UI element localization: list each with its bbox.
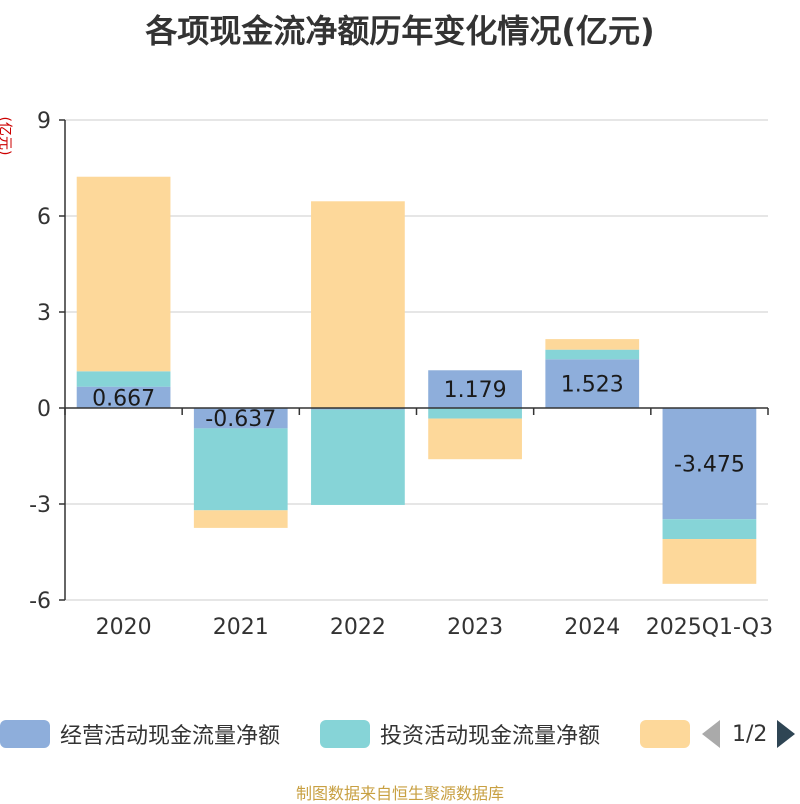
data-label-2025Q1-Q3: -3.475 xyxy=(674,453,745,478)
chart-title: 各项现金流净额历年变化情况(亿元) xyxy=(145,12,655,50)
y-tick-label-4: -3 xyxy=(29,493,51,518)
legend-pager: 1/2 xyxy=(702,720,796,748)
bar-financing-2022 xyxy=(311,201,405,408)
bar-investing-2024 xyxy=(545,349,640,360)
bar-investing-2021 xyxy=(193,428,288,511)
bar-operating-2021 xyxy=(193,408,288,429)
legend-prev-icon[interactable] xyxy=(702,720,720,748)
bar-investing-2025Q1-Q3 xyxy=(662,519,757,540)
y-tick-label-1: 6 xyxy=(37,205,51,230)
bar-investing-2022 xyxy=(311,409,405,505)
legend-item-financing[interactable] xyxy=(640,716,700,752)
x-tick-label-2024: 2024 xyxy=(564,615,620,640)
data-label-2024: 1.523 xyxy=(561,373,624,398)
legend-label-operating: 经营活动现金流量净额 xyxy=(60,724,281,749)
legend: 经营活动现金流量净额 投资活动现金流量净额 1/2 xyxy=(0,716,800,756)
bar-operating-2024 xyxy=(545,359,640,408)
legend-page-number: 1/2 xyxy=(732,721,768,747)
x-tick-label-2022: 2022 xyxy=(330,615,386,640)
data-label-2020: 0.667 xyxy=(92,386,155,411)
x-tick-label-2025Q1-Q3: 2025Q1-Q3 xyxy=(646,615,773,640)
bar-investing-2020 xyxy=(76,371,171,387)
data-label-2023: 1.179 xyxy=(444,378,507,403)
bar-financing-2025Q1-Q3 xyxy=(662,539,757,584)
legend-item-investing[interactable]: 投资活动现金流量净额 xyxy=(320,716,600,752)
y-tick-label-2: 3 xyxy=(37,301,51,326)
legend-label-investing: 投资活动现金流量净额 xyxy=(380,724,601,749)
x-tick-label-2021: 2021 xyxy=(213,615,269,640)
bar-investing-2023 xyxy=(428,408,522,419)
bar-operating-2023 xyxy=(428,370,522,408)
legend-swatch-investing xyxy=(320,720,370,748)
legend-item-operating[interactable]: 经营活动现金流量净额 xyxy=(0,716,280,752)
legend-swatch-financing xyxy=(640,720,690,748)
bar-operating-2025Q1-Q3 xyxy=(662,408,757,520)
x-tick-label-2023: 2023 xyxy=(447,615,503,640)
bar-operating-2022 xyxy=(311,408,405,410)
bar-financing-2021 xyxy=(193,510,288,528)
y-tick-label-0: 9 xyxy=(37,109,51,134)
bar-operating-2020 xyxy=(76,386,171,408)
legend-next-icon[interactable] xyxy=(777,720,796,748)
data-label-2021: -0.637 xyxy=(205,407,276,432)
x-tick-label-2020: 2020 xyxy=(96,615,152,640)
bar-financing-2024 xyxy=(545,339,640,350)
y-tick-label-5: -6 xyxy=(29,589,51,614)
data-source-footer: 制图数据来自恒生聚源数据库 xyxy=(295,784,504,803)
y-tick-label-3: 0 xyxy=(37,397,51,422)
bar-financing-2020 xyxy=(76,176,171,372)
legend-swatch-operating xyxy=(0,720,50,748)
chart-canvas: 9 6 3 0 -3 -6 0.667 -0.637 1.179 1.523 -3.475 2020 2… xyxy=(29,109,773,640)
bar-financing-2023 xyxy=(428,418,522,460)
